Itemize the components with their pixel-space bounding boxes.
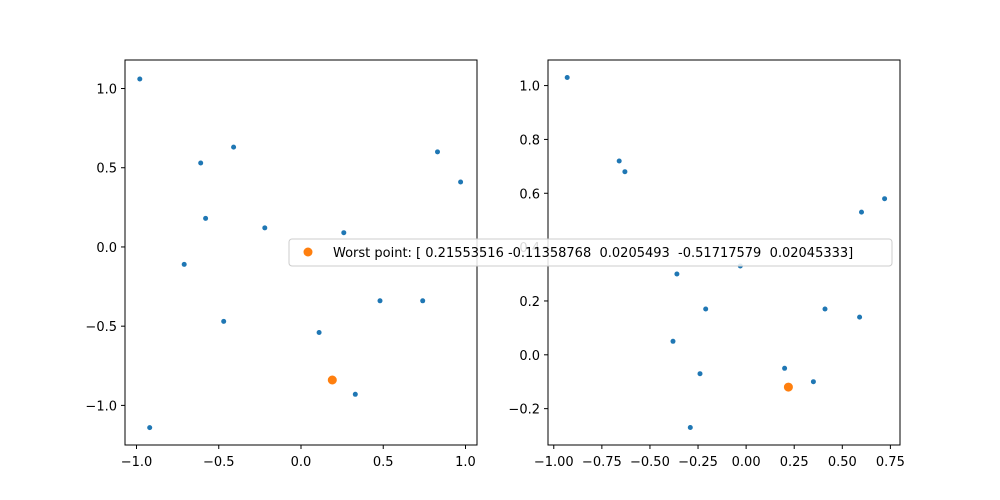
scatter-point-0-0 [137,76,143,82]
y-tick-label-1-6: 1.0 [519,80,540,95]
scatter-point-0-2 [198,160,204,166]
y-tick-label-1-0: −0.2 [508,403,540,418]
legend-box [288,238,893,267]
x-tick-label-1-6: 0.50 [828,455,857,470]
scatter-point-1-7 [703,306,709,312]
scatter-point-0-11 [221,318,227,324]
scatter-point-1-10 [670,338,676,344]
y-tick-label-1-1: 0.0 [519,349,540,364]
scatter-point-1-5 [674,271,680,277]
scatter-point-0-10 [420,298,426,304]
x-tick-label-0-3: 0.5 [373,455,394,470]
y-tick-label-1-2: 0.2 [519,295,540,310]
scatter-point-1-8 [822,306,828,312]
scatter-point-0-8 [181,261,187,267]
y-tick-label-1-5: 0.8 [519,133,540,148]
worst-point-marker-0-0 [327,375,337,385]
scatter-point-1-4 [882,196,888,202]
scatter-point-0-4 [458,179,464,185]
scatter-point-1-12 [782,365,788,371]
scatter-point-0-9 [377,298,383,304]
scatter-point-1-2 [622,169,628,175]
scatter-point-0-3 [435,149,440,155]
y-tick-label-0-4: 1.0 [96,83,117,98]
scatter-point-1-11 [697,371,703,377]
x-tick-label-1-7: 0.75 [876,455,905,470]
scatter-point-1-1 [616,158,622,164]
x-tick-label-1-3: −0.25 [678,455,718,470]
x-tick-label-0-4: 1.0 [455,455,476,470]
y-tick-label-0-1: −0.5 [85,320,117,335]
y-tick-label-1-4: 0.6 [519,187,540,202]
x-tick-label-1-4: 0.00 [732,455,761,470]
y-tick-label-0-3: 0.5 [96,162,117,177]
y-tick-label-0-0: −1.0 [85,399,117,414]
legend-label-worst-point: Worst point: [ 0.21553516 -0.11358768 0.… [333,246,853,261]
legend-marker-worst-point [303,247,313,257]
scatter-point-1-3 [859,209,864,215]
x-tick-label-1-0: −1.00 [534,455,574,470]
scatter-point-0-1 [231,144,237,150]
x-tick-label-1-2: −0.50 [630,455,670,470]
scatter-point-1-14 [687,425,693,430]
x-tick-label-0-0: −1.0 [121,455,153,470]
worst-point-marker-1-0 [783,382,793,392]
subplot-right: −1.00 −0.75 −0.50 −0.25 0.00 0.25 0.50 0.75 −0.2… [508,59,905,470]
scatter-point-1-13 [810,379,816,385]
x-tick-label-0-2: 0.0 [291,455,312,470]
x-tick-label-1-1: −0.75 [582,455,622,470]
y-tick-label-0-2: 0.0 [96,241,117,256]
scatter-point-0-5 [203,215,209,221]
scatter-point-1-0 [564,75,570,80]
scatter-point-0-13 [352,391,358,397]
scatter-point-0-14 [147,425,153,431]
legend: Worst point: [ 0.21553516 -0.11358768 0.… [288,238,893,267]
scatter-point-0-12 [316,330,322,335]
scatter-point-0-6 [262,225,268,231]
x-tick-label-0-1: −0.5 [203,455,235,470]
scatter-point-1-9 [857,314,863,320]
x-tick-label-1-5: 0.25 [780,455,809,470]
scatter-point-0-7 [341,230,347,236]
